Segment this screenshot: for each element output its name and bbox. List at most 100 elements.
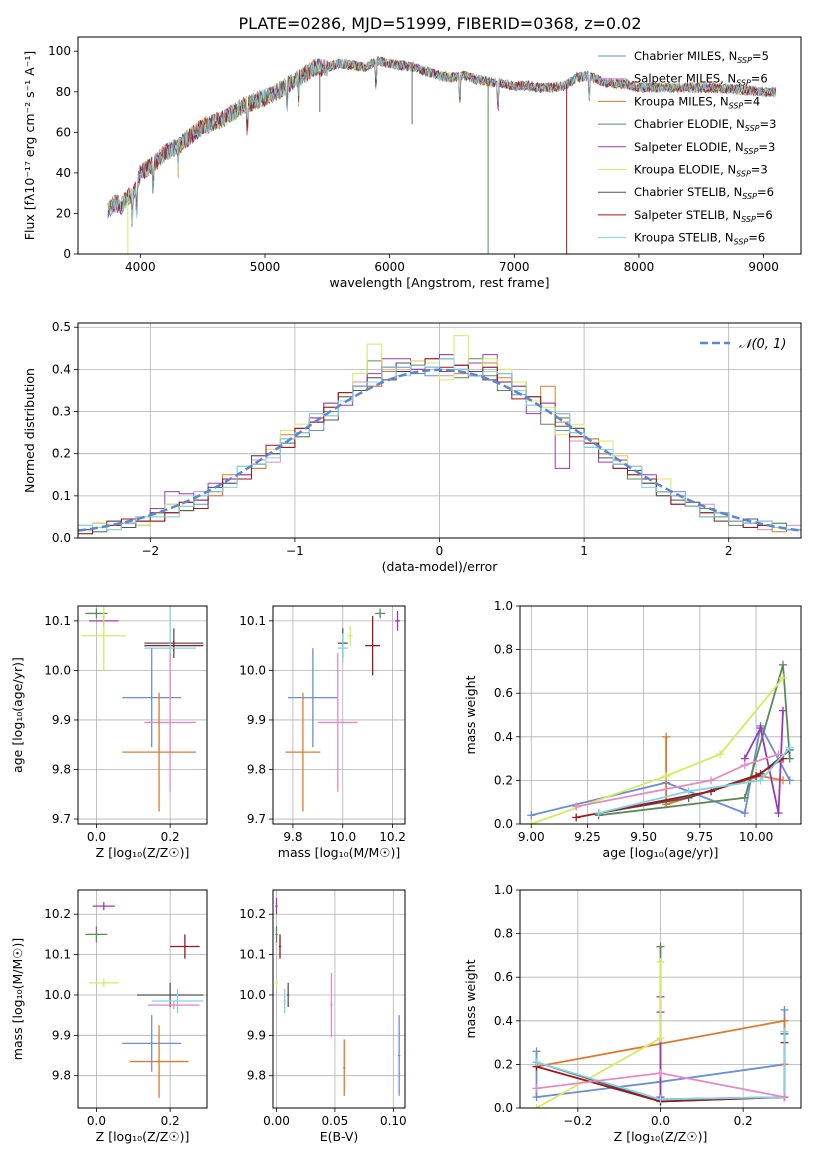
legend-subscript: SSP [744, 147, 759, 156]
y-tick-label: 0.6 [494, 686, 513, 700]
y-tick-label: 0.4 [52, 362, 71, 376]
y-tick-label: 9.7 [52, 812, 71, 826]
plot-area [532, 942, 789, 1108]
x-axis-label: E(B-V) [320, 1129, 359, 1144]
y-tick-label: 1.0 [494, 883, 513, 897]
y-tick-label: 0.2 [52, 447, 71, 461]
x-axis-label: Z [log₁₀(Z/Z☉)] [96, 1129, 190, 1144]
y-tick-label: 9.9 [247, 713, 266, 727]
legend-entry: Kroupa STELIB, NSSP=6 [634, 231, 765, 247]
y-tick-label: 0.8 [494, 643, 513, 657]
x-tick-label: 0.10 [380, 1114, 407, 1128]
x-tick-label: 9.25 [574, 830, 601, 844]
x-tick-label: −1 [286, 544, 304, 558]
axes-frame [519, 605, 802, 825]
legend-entry: Kroupa MILES, NSSP=4 [634, 94, 760, 110]
axes-frame [272, 605, 406, 825]
legend-text: Salpeter ELODIE, N [634, 140, 744, 154]
y-tick-label: 80 [56, 85, 71, 99]
legend-text: Kroupa STELIB, N [634, 231, 734, 245]
x-tick-label: 0 [436, 544, 444, 558]
legend-entry: Salpeter STELIB, NSSP=6 [634, 208, 773, 224]
histogram-step [78, 358, 801, 538]
y-tick-label: 0.6 [494, 970, 513, 984]
y-tick-label: 10.0 [239, 663, 266, 677]
legend-entry: 𝒩(0, 1) [739, 337, 786, 352]
x-tick-label: 6000 [374, 260, 405, 274]
y-tick-label: 10.1 [44, 948, 71, 962]
y-tick-label: 0.4 [494, 1014, 513, 1028]
figure-title: PLATE=0286, MJD=51999, FIBERID=0368, z=0… [238, 14, 641, 33]
axes-frame [272, 889, 406, 1109]
y-tick-label: 9.9 [52, 713, 71, 727]
axes-frame [77, 889, 208, 1109]
x-tick-label: 10.0 [329, 830, 356, 844]
x-axis-label: Z [log₁₀(Z/Z☉)] [614, 1129, 708, 1144]
axes-frame [77, 36, 802, 255]
x-axis-label: wavelength [Angstrom, rest frame] [329, 275, 549, 290]
y-tick-label: 9.8 [247, 1069, 266, 1083]
x-tick-label: 0.0 [87, 830, 106, 844]
age-vs-metallicity-panel: 0.0 0.2 9.7 9.8 9.9 10.0 10.1 Z [log₁₀(Z/Z☉)] ag… [10, 605, 208, 860]
plot-area [527, 660, 794, 824]
legend-subscript: SSP [742, 192, 757, 201]
mass-vs-ebv-panel: 0.00 0.05 0.10 9.8 9.9 10.0 10.1 10.2 E(B-V) [239, 889, 407, 1144]
legend-text: Salpeter MILES, N [634, 72, 736, 86]
y-tick-label: 0.8 [494, 927, 513, 941]
x-tick-label: 9.75 [686, 830, 713, 844]
x-tick-label: 0.2 [161, 830, 180, 844]
y-tick-label: 10.1 [44, 614, 71, 628]
legend-text-suffix: =6 [757, 185, 774, 199]
y-tick-label: 9.9 [247, 1028, 266, 1042]
legend-entry: Kroupa ELODIE, NSSP=3 [634, 163, 768, 179]
weight-series-line [598, 747, 791, 814]
legend-subscript: SSP [734, 238, 749, 247]
x-axis-label: (data-model)/error [382, 559, 499, 574]
legend-entry: Chabrier MILES, NSSP=5 [634, 49, 769, 65]
x-tick-label: 9.00 [518, 830, 545, 844]
legend-text-suffix: =4 [743, 94, 760, 108]
y-tick-label: 10.0 [44, 988, 71, 1002]
legend-entry: Chabrier STELIB, NSSP=6 [634, 185, 774, 201]
y-axis-label: mass [log₁₀(M/M☉)] [10, 938, 25, 1060]
x-tick-label: −2 [141, 544, 159, 558]
plot-area [285, 608, 401, 812]
legend-text-suffix: =6 [748, 231, 765, 245]
x-tick-label: 2 [725, 544, 733, 558]
weight-series-line [530, 677, 784, 824]
y-axis-label: mass weight [463, 959, 478, 1038]
y-tick-label: 40 [56, 166, 71, 180]
y-axis-label: mass weight [463, 675, 478, 754]
y-tick-label: 0.2 [494, 1057, 513, 1071]
y-tick-label: 9.8 [52, 1069, 71, 1083]
mass-vs-metallicity-panel: 0.0 0.2 9.8 9.9 10.0 10.1 10.2 Z [log₁₀(Z/Z☉)] m… [10, 889, 208, 1144]
legend-text-suffix: =6 [751, 72, 768, 86]
legend-subscript: SSP [736, 170, 751, 179]
y-tick-label: 0.4 [494, 730, 513, 744]
legend-subscript: SSP [745, 124, 760, 133]
weight-vs-age-panel: 9.00 9.25 9.50 9.75 10.00 0.0 0.2 0.4 0.6 0.8 1.0 a… [463, 599, 802, 860]
y-axis-label: Normed distribution [22, 368, 37, 493]
x-axis-label: Z [log₁₀(Z/Z☉)] [96, 845, 190, 860]
x-tick-label: 9.50 [630, 830, 657, 844]
y-tick-label: 0.2 [494, 773, 513, 787]
x-tick-label: 7000 [499, 260, 530, 274]
y-tick-label: 9.8 [247, 763, 266, 777]
normal-curve [78, 368, 801, 532]
y-tick-label: 10.2 [239, 907, 266, 921]
legend-text: Chabrier MILES, N [634, 49, 737, 63]
legend-text: Salpeter STELIB, N [634, 208, 741, 222]
axes-frame [519, 889, 802, 1109]
x-tick-label: 9000 [748, 260, 779, 274]
legend-text: Kroupa ELODIE, N [634, 163, 736, 177]
y-tick-label: 60 [56, 125, 71, 139]
x-tick-label: 8000 [624, 260, 655, 274]
y-tick-label: 20 [56, 206, 71, 220]
legend-subscript: SSP [741, 215, 756, 224]
axes-frame [77, 322, 802, 539]
x-axis-label: mass [log₁₀(M/M☉)] [278, 845, 400, 860]
legend-entry: Chabrier ELODIE, NSSP=3 [634, 117, 776, 133]
legend-text-suffix: =5 [752, 49, 769, 63]
y-tick-label: 9.9 [52, 1028, 71, 1042]
